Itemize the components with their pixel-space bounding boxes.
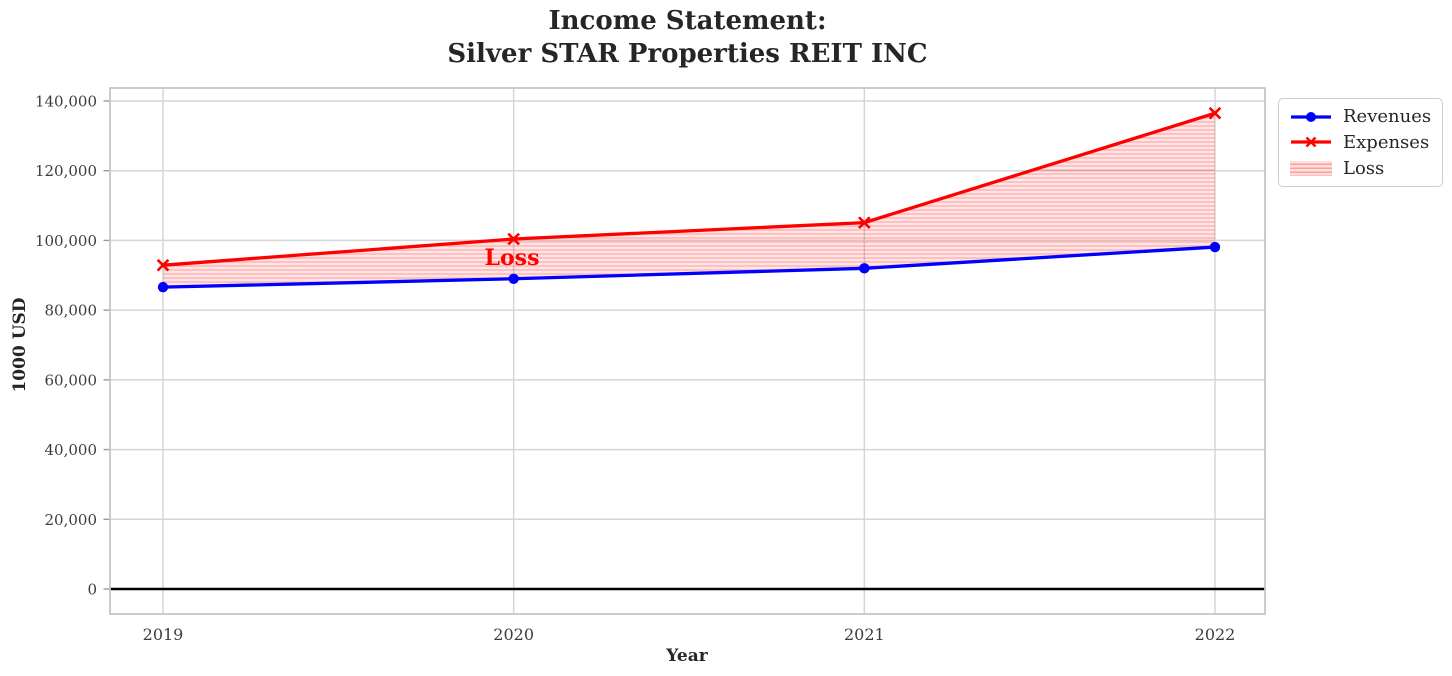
y-tick-label: 80,000	[45, 302, 98, 320]
revenues-line-icon	[1291, 111, 1331, 122]
legend-label-revenues: Revenues	[1343, 106, 1432, 128]
y-tick-label: 100,000	[35, 232, 97, 250]
expenses-marker	[507, 232, 520, 246]
legend-label-expenses: Expenses	[1343, 131, 1430, 153]
legend-item-loss: Loss	[1290, 158, 1431, 179]
revenues-marker	[508, 273, 519, 284]
revenues-marker	[157, 281, 169, 293]
legend-item-revenues: Revenues	[1290, 106, 1431, 127]
legend-label-loss: Loss	[1343, 157, 1385, 179]
expenses-line	[162, 111, 1216, 267]
legend-item-expenses: Expenses	[1290, 132, 1431, 153]
y-tick-label: 60,000	[45, 371, 98, 389]
plot-border	[109, 87, 1266, 615]
legend: Revenues Expenses Loss	[1278, 98, 1443, 187]
revenues-marker	[859, 263, 870, 274]
y-tick-label: 0	[87, 581, 97, 599]
y-tick-label: 20,000	[45, 511, 98, 529]
x-tick-label: 2021	[844, 625, 885, 644]
x-axis-label: Year	[666, 646, 708, 666]
loss-hatch-swatch-icon	[1290, 160, 1332, 176]
x-tick-label: 2020	[493, 625, 534, 644]
x-tick-label: 2022	[1195, 625, 1236, 644]
revenues-marker	[1209, 241, 1221, 253]
revenues-line	[162, 245, 1216, 289]
expenses-marker	[156, 258, 170, 272]
y-tick-label: 120,000	[35, 162, 97, 180]
y-tick-label: 40,000	[45, 441, 98, 459]
expenses-marker	[858, 216, 871, 229]
loss-area	[163, 113, 1215, 288]
chart-title: Income Statement: Silver STAR Properties…	[447, 6, 928, 69]
y-tick-label: 140,000	[35, 93, 97, 111]
expenses-line-icon	[1291, 137, 1331, 148]
loss-annotation: Loss	[484, 245, 540, 271]
x-tick-label: 2019	[143, 625, 184, 644]
expenses-marker	[1208, 106, 1222, 120]
